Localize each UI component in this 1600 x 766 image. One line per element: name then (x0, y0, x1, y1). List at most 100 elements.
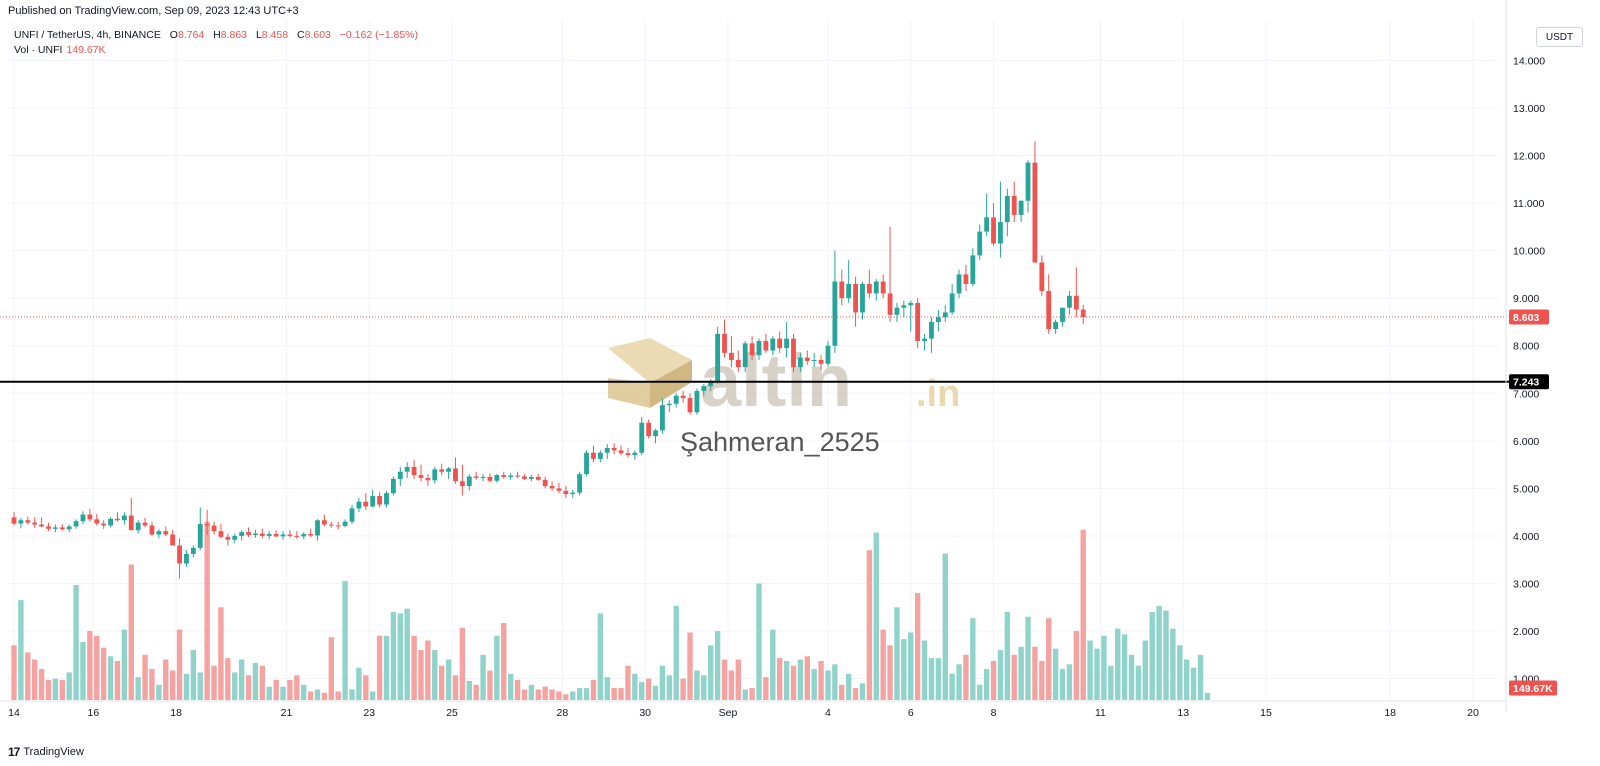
volume-tag: 149.67K (1513, 683, 1553, 695)
volume-bar (514, 680, 521, 700)
volume-bar (1128, 654, 1135, 700)
watermark: altin .in Şahmeran_2525 (608, 338, 960, 457)
volume-bar (411, 635, 417, 700)
price-axis[interactable]: 1.0002.0003.0004.0005.0006.0007.0008.000… (1505, 0, 1557, 712)
time-tick-label: 18 (170, 707, 182, 719)
candle-body (87, 514, 93, 520)
volume-bar (914, 593, 921, 700)
volume-bar (1142, 640, 1148, 700)
volume-bar (32, 659, 38, 700)
candle-body (694, 390, 700, 413)
volume-bar (273, 680, 279, 700)
volume-bar (1121, 634, 1128, 700)
candle-body (253, 533, 258, 535)
candle-body (156, 531, 162, 535)
candle-body (328, 524, 334, 526)
volume-bar (770, 629, 776, 700)
volume-bar (935, 658, 942, 700)
candle-body (1073, 295, 1079, 310)
candle-body (190, 547, 196, 555)
volume-bar (618, 688, 624, 700)
time-tick-label: 14 (8, 707, 20, 719)
candle-body (294, 535, 300, 537)
volume-bar (307, 691, 314, 700)
volume-bar (521, 689, 528, 700)
candle-body (501, 475, 507, 477)
candle-body (397, 471, 403, 479)
candle-body (266, 534, 272, 536)
volume-bar (87, 631, 93, 700)
watermark-user: Şahmeran_2525 (680, 427, 880, 457)
candle-body (956, 274, 962, 294)
volume-bar (52, 678, 59, 700)
volume-bar (494, 635, 500, 700)
volume-bar (687, 632, 693, 700)
tradingview-logo-icon: 17 (8, 745, 20, 759)
volume-bar (294, 675, 300, 700)
price-tick-label: 6.000 (1513, 436, 1539, 448)
candle-body (673, 395, 679, 404)
volume-bar (11, 645, 17, 700)
volume-bar (756, 583, 762, 700)
price-levels (0, 316, 1510, 383)
candle-body (211, 525, 217, 532)
price-tick-label: 11.000 (1513, 198, 1544, 210)
symbol-name: UNFI / TetherUS, 4h, BINANCE (14, 29, 161, 41)
low-value: 8.458 (261, 29, 289, 41)
candle-body (225, 536, 231, 540)
candle-body (342, 521, 348, 526)
volume-bar (390, 612, 397, 700)
volume-bar (1115, 628, 1121, 700)
candle-body (535, 476, 541, 480)
candle-body (356, 501, 362, 509)
level-price-tag: 7.243 (1513, 377, 1539, 389)
volume-bar (742, 689, 748, 700)
candle-body (591, 452, 596, 459)
candle-body (142, 522, 148, 526)
price-tick-label: 7.000 (1513, 388, 1539, 400)
low-label: L (255, 29, 262, 41)
candle-body (508, 475, 514, 477)
volume-bar (1025, 616, 1031, 700)
volume-bar (356, 667, 362, 700)
volume-bar (887, 645, 893, 700)
high-value: 8.863 (220, 29, 248, 41)
volume-bar (542, 686, 548, 700)
volume-bar (632, 673, 638, 700)
volume-bar (432, 650, 438, 700)
candle-body (404, 466, 410, 472)
candle-body (66, 526, 72, 530)
volume-bar (1156, 605, 1162, 700)
volume-bar (1004, 612, 1011, 700)
volume-bar (694, 670, 700, 700)
volume-bar (845, 673, 852, 700)
volume-bar (977, 684, 983, 700)
volume-bar (570, 691, 576, 700)
volume-bar (1108, 665, 1114, 700)
candle-body (1018, 200, 1024, 215)
candle-body (563, 490, 569, 495)
symbol-legend[interactable]: UNFI / TetherUS, 4h, BINANCE O8.764 H8.8… (14, 29, 418, 41)
volume-bar (438, 665, 445, 700)
volume-bar (376, 635, 383, 700)
candle-body (666, 403, 672, 406)
volume-bar (301, 684, 307, 700)
footer-brand[interactable]: 17 TradingView (8, 745, 84, 759)
time-tick-label: 25 (446, 707, 458, 719)
volume-bar (66, 672, 72, 700)
volume-bar (163, 659, 169, 700)
volume-bar (673, 605, 679, 700)
time-axis[interactable]: 14 16 18 21 23 25 28 30 Sep 4 6 8 11 13 15 18 20 (0, 700, 1506, 719)
volume-bar (507, 673, 514, 700)
volume-bar (197, 672, 203, 700)
volume-legend[interactable]: Vol · UNFI 149.67K (14, 44, 106, 56)
candle-body (818, 360, 824, 364)
candle-body (556, 488, 562, 491)
time-tick-label: 13 (1177, 707, 1189, 719)
time-tick-label: 6 (908, 707, 914, 719)
candle-body (335, 525, 341, 527)
price-tick-label: 5.000 (1513, 483, 1539, 495)
currency-button[interactable]: USDT (1536, 27, 1583, 47)
candle-body (549, 486, 555, 489)
